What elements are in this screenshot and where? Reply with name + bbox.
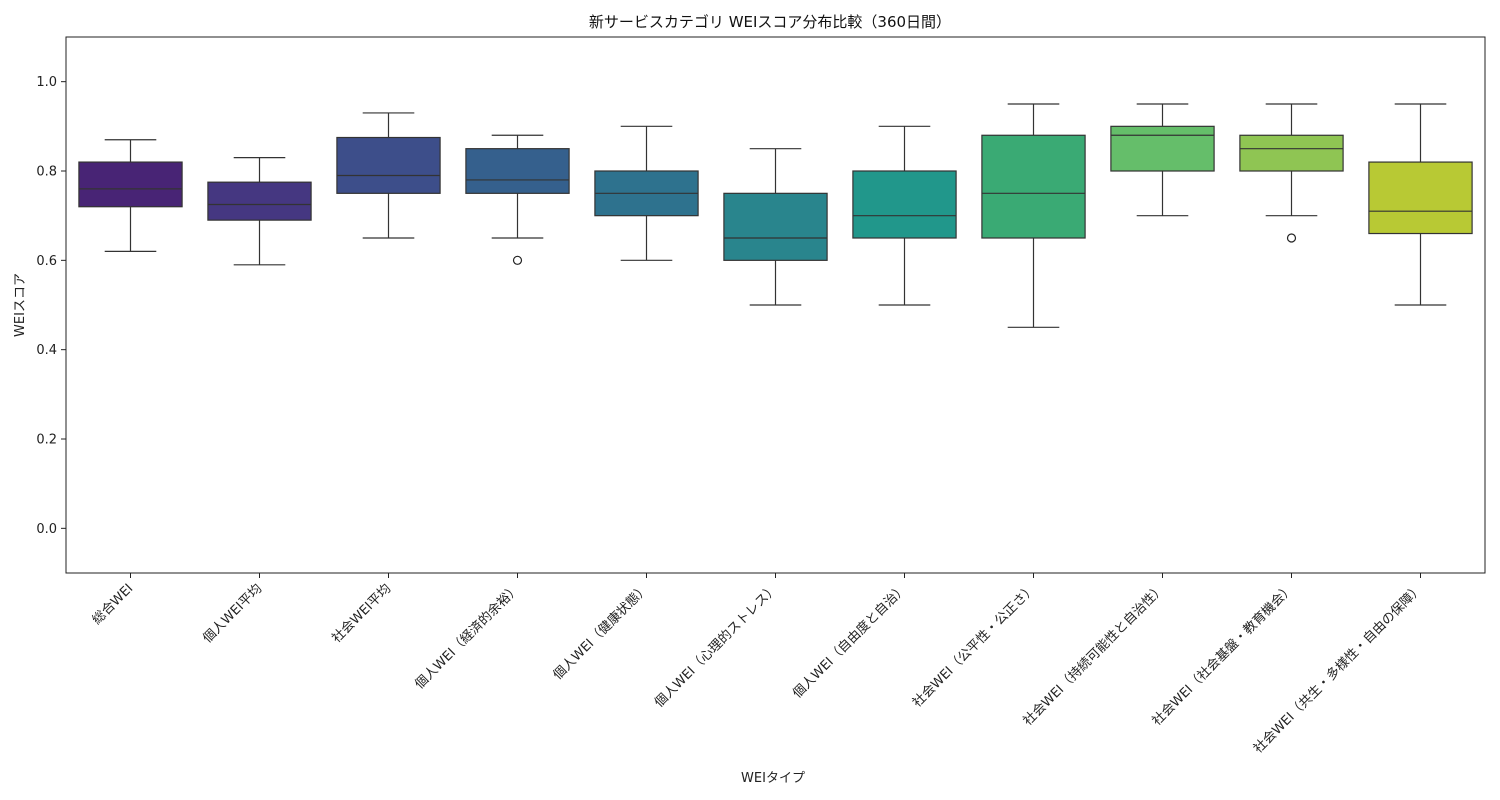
outlier-point [512,255,523,265]
x-tick-label: 個人WEI（経済的余裕） [412,581,524,693]
iqr-box [723,192,828,261]
x-tick-label: 個人WEI（心理的ストレス） [651,581,781,711]
box-2 [207,157,312,266]
x-tick-label: 社会WEI（持続可能性と自治性） [1020,581,1168,729]
iqr-box [207,181,312,221]
iqr-box [852,170,957,239]
iqr-box [1368,161,1473,235]
box-6 [723,148,828,306]
box-10 [1239,103,1344,243]
y-tick-label: 0.6 [36,254,57,269]
x-tick-label: 個人WEI（健康状態） [550,581,652,683]
iqr-box [78,161,183,208]
box-3 [336,112,441,239]
x-axis: 総合WEI 個人WEI平均 社会WEI平均 個人WEI（経済的余裕） 個人WEI（健康状… [90,573,1426,757]
x-tick-label: 個人WEI平均 [200,581,265,646]
box-1 [78,139,183,252]
iqr-box [1110,125,1215,172]
box-5 [594,125,699,261]
iqr-box [336,136,441,194]
box-7 [852,125,957,306]
y-tick-label: 0.8 [36,165,57,180]
outlier-point [1286,233,1297,243]
y-tick-label: 0.4 [36,343,57,358]
y-axis: 0.0 0.2 0.4 0.6 0.8 1.0 [36,75,66,537]
iqr-box [1239,134,1344,172]
y-tick-label: 0.2 [36,433,57,448]
box-11 [1368,103,1473,306]
x-tick-label: 社会WEI（公平性・公正さ） [909,581,1039,711]
x-tick-label: 個人WEI（自由度と自治） [789,581,910,702]
box-8 [981,103,1086,328]
chart-title: 新サービスカテゴリ WEIスコア分布比較（360日間） [589,13,951,31]
box-9 [1110,103,1215,217]
x-axis-title: WEIタイプ [741,771,805,786]
box-series [78,103,1473,328]
iqr-box [465,148,570,194]
x-tick-label: 社会WEI平均 [329,581,395,647]
box-4 [465,134,570,265]
x-tick-label: 総合WEI [90,581,137,628]
y-tick-label: 0.0 [36,522,57,537]
x-tick-label: 社会WEI（社会基盤・教育機会） [1149,581,1297,729]
y-axis-title: WEIスコア [13,273,28,337]
iqr-box [981,134,1086,239]
y-tick-label: 1.0 [36,75,57,90]
